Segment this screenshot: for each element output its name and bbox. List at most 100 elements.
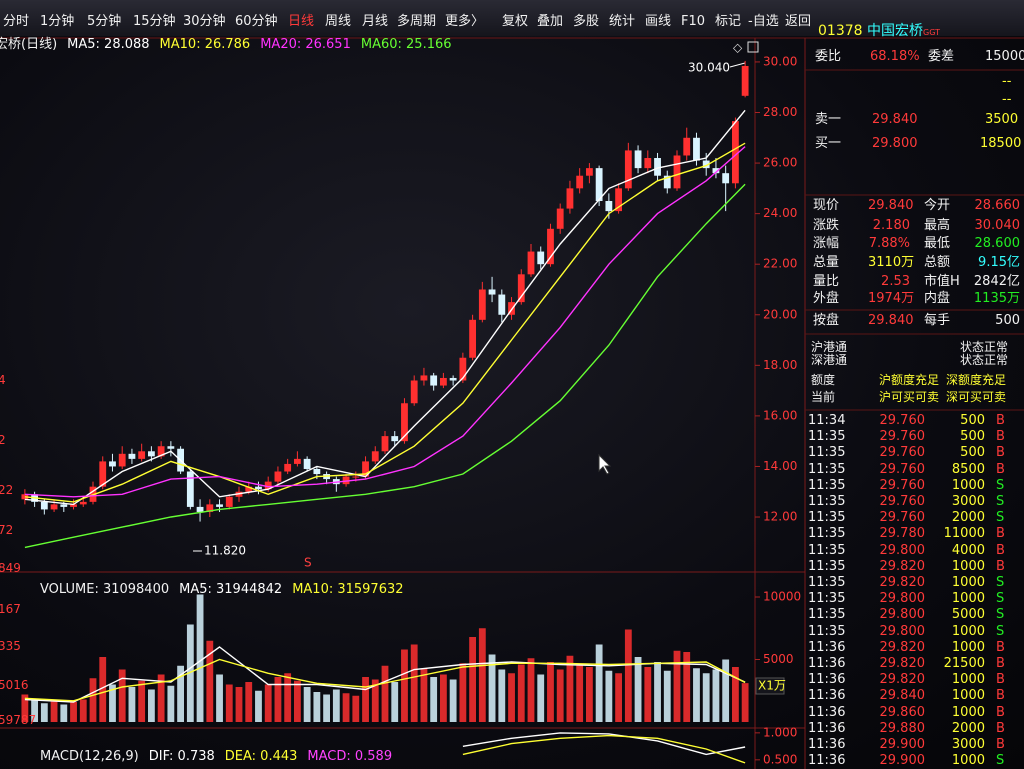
stat-value: 29.840: [868, 313, 914, 328]
trade-volume: 1000: [951, 688, 985, 704]
volume-bar: [585, 667, 593, 722]
trade-volume: 1000: [951, 639, 985, 655]
stat-value: 29.840: [868, 198, 914, 213]
candle-body: [381, 436, 389, 452]
stat-value: 2.180: [872, 218, 910, 233]
toolbar-item[interactable]: 60分钟: [235, 14, 278, 29]
status-cell: 状态正常: [960, 340, 1009, 354]
candle-body: [722, 173, 730, 184]
status-cell: 深港通: [811, 353, 848, 367]
trade-side: S: [996, 477, 1005, 493]
candle-body: [488, 289, 496, 295]
stat-value: 9.15亿: [978, 255, 1020, 270]
toolbar-item[interactable]: 叠加: [537, 14, 564, 29]
candle-body: [527, 251, 535, 275]
y-tick-label: 14.00: [763, 459, 797, 473]
trade-time: 11:35: [808, 510, 846, 526]
candle-body: [683, 137, 691, 156]
trade-price: 29.780: [879, 526, 926, 542]
trade-time: 11:36: [808, 753, 846, 769]
status-cell: 沪可买可卖: [879, 390, 940, 404]
trade-price: 29.800: [879, 607, 926, 623]
candle-body: [615, 188, 623, 212]
stat-label: 最高: [924, 218, 951, 233]
volume-bar: [566, 655, 574, 722]
toolbar-item[interactable]: 更多〉: [445, 14, 485, 29]
volume-bar: [31, 699, 39, 722]
volume-bar: [284, 673, 292, 722]
toolbar-item[interactable]: 多周期: [397, 14, 437, 29]
candle-body: [449, 377, 457, 381]
y-tick-label: 10000: [763, 590, 801, 604]
trade-price: 29.820: [879, 656, 926, 671]
trade-time: 11:35: [808, 461, 846, 477]
trade-price: 29.860: [879, 704, 926, 720]
candle-body: [712, 168, 720, 174]
trade-volume: 1000: [951, 753, 985, 769]
trade-time: 11:36: [808, 704, 846, 720]
stat-label: 涨幅: [813, 236, 840, 251]
candle-body: [109, 461, 116, 467]
toolbar-item[interactable]: 统计: [609, 14, 636, 29]
volume-bar: [439, 674, 447, 722]
edge-label: 22: [0, 483, 14, 497]
trade-volume: 4000: [951, 542, 985, 558]
volume-bar: [547, 662, 554, 722]
volume-bar: [89, 678, 97, 722]
volume-bar: [332, 689, 340, 722]
empty-level: --: [1002, 92, 1012, 107]
trade-volume: 500: [960, 445, 985, 461]
trade-side: S: [996, 575, 1005, 590]
toolbar-item[interactable]: -自选: [748, 14, 779, 29]
candle-body: [391, 436, 399, 442]
toolbar-item[interactable]: 30分钟: [183, 14, 226, 29]
toolbar-item[interactable]: 日线: [288, 14, 315, 29]
candle-body: [313, 468, 321, 475]
toolbar-item[interactable]: 5分钟: [87, 14, 122, 29]
ma-line: [24, 658, 746, 702]
volume-bar: [99, 657, 107, 722]
icon-window[interactable]: [747, 41, 759, 53]
trade-volume: 1000: [951, 558, 985, 574]
toolbar-item[interactable]: 画线: [645, 14, 672, 29]
volume-bar: [147, 689, 155, 722]
toolbar-item[interactable]: 15分钟: [133, 14, 176, 29]
toolbar-item[interactable]: 复权: [502, 14, 529, 29]
candle-body: [663, 175, 671, 189]
volume-bar: [245, 682, 253, 722]
toolbar-item[interactable]: 分时: [3, 14, 30, 29]
volume-bar: [40, 703, 48, 722]
trade-price: 29.760: [879, 413, 926, 428]
toolbar-item[interactable]: 月线: [362, 14, 389, 29]
candle-body: [702, 160, 710, 169]
volume-bar: [391, 682, 399, 722]
volume-bar: [410, 644, 418, 722]
toolbar-item[interactable]: F10: [681, 14, 706, 29]
volume-bar: [186, 624, 194, 722]
toolbar-item[interactable]: 1分钟: [40, 14, 75, 29]
icon-diamond[interactable]: ◇: [733, 41, 743, 55]
candle-body: [118, 453, 126, 467]
candle-body: [566, 188, 574, 209]
trade-volume: 1000: [951, 575, 985, 590]
stat-value: 2842亿: [973, 274, 1020, 289]
volume-bar: [654, 662, 661, 722]
trade-volume: 8500: [951, 461, 985, 477]
stat-label: 按盘: [813, 313, 840, 328]
trade-time: 11:35: [808, 623, 846, 639]
toolbar-item[interactable]: 返回: [785, 14, 812, 29]
toolbar-item[interactable]: 标记: [715, 14, 742, 29]
candle-body: [352, 476, 360, 478]
volume-bar: [731, 667, 739, 722]
trade-side: S: [996, 607, 1005, 623]
toolbar-item[interactable]: 多股: [573, 14, 600, 29]
toolbar-item[interactable]: 周线: [325, 14, 352, 29]
trade-side: B: [996, 656, 1005, 671]
volume-bar: [323, 694, 331, 722]
stat-label: 总量: [813, 255, 840, 270]
trade-price: 29.760: [879, 510, 926, 526]
trade-side: S: [996, 510, 1005, 526]
volume-bar: [556, 669, 564, 722]
trade-price: 29.800: [879, 623, 926, 639]
